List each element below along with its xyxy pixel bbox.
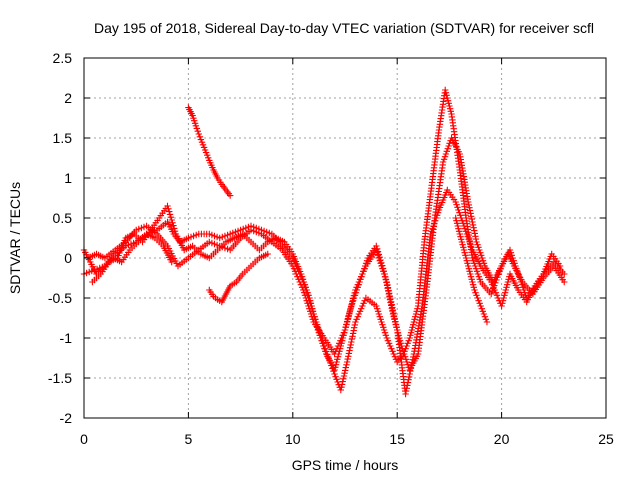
- axis-ticks: 0 5 10 15 20 25 -2 -1.5 -1 -0.5 0 0.5 1 1.5 2 2.5: [48, 50, 614, 447]
- x-tick-label: 20: [494, 431, 510, 447]
- chart-title: Day 195 of 2018, Sidereal Day-to-day VTE…: [94, 20, 594, 36]
- y-tick-label: -1.5: [48, 370, 72, 386]
- y-tick-label: 1: [64, 170, 72, 186]
- y-axis-label: SDTVAR / TECUs: [7, 182, 23, 294]
- x-axis-label: GPS time / hours: [292, 457, 399, 473]
- series-late-tail: [452, 214, 491, 326]
- y-tick-label: -1: [60, 330, 73, 346]
- y-tick-label: 1.5: [53, 130, 73, 146]
- x-tick-label: 0: [80, 431, 88, 447]
- series-track-c: [89, 134, 564, 374]
- y-tick-label: -0.5: [48, 290, 72, 306]
- y-tick-label: 2.5: [53, 50, 73, 66]
- y-tick-label: 0.5: [53, 210, 73, 226]
- plot-frame: [83, 57, 607, 419]
- x-tick-label: 5: [185, 431, 193, 447]
- y-tick-label: 2: [64, 90, 72, 106]
- data-series-group: [80, 86, 568, 398]
- series-arc-lower: [206, 250, 271, 306]
- series-points-arc-lower: [206, 250, 271, 306]
- series-points-late-tail: [452, 214, 491, 326]
- series-points-arc-upper: [185, 104, 234, 199]
- y-tick-label: 0: [64, 250, 72, 266]
- x-tick-label: 10: [285, 431, 301, 447]
- y-tick-label: -2: [60, 410, 73, 426]
- series-points-track-c: [89, 134, 564, 374]
- x-tick-label: 15: [389, 431, 405, 447]
- x-tick-label: 25: [598, 431, 614, 447]
- series-arc-upper: [185, 104, 234, 199]
